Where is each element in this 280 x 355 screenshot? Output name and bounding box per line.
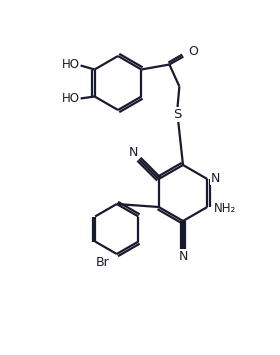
Text: HO: HO (62, 58, 80, 71)
Text: HO: HO (62, 92, 80, 105)
Text: Br: Br (96, 256, 110, 268)
Text: N: N (211, 171, 220, 185)
Text: NH₂: NH₂ (214, 202, 236, 214)
Text: N: N (128, 146, 138, 159)
Text: N: N (178, 251, 188, 263)
Text: S: S (173, 108, 181, 121)
Text: O: O (188, 45, 198, 58)
